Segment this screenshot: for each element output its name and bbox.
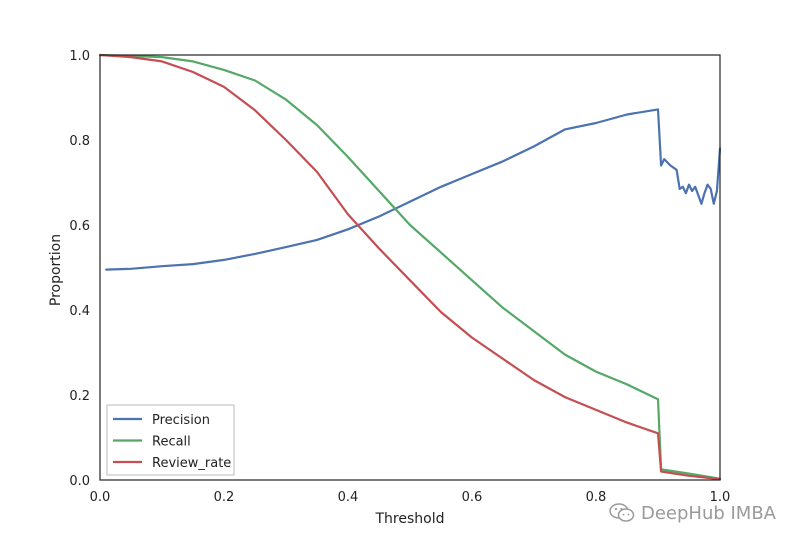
x-tick-label: 0.0 (90, 490, 111, 505)
series-layer (98, 53, 722, 481)
ticks-layer: 0.0 0.2 0.4 0.6 0.8 1.0 0.0 0.2 0.4 0.6 0.8 1.0 (69, 49, 730, 505)
series-line-precision (105, 108, 722, 271)
y-tick-label: 0.8 (69, 134, 90, 149)
legend: Precision Recall Review_rate (106, 404, 235, 476)
watermark: DeepHub IMBA (609, 502, 776, 524)
plot-frame (99, 54, 721, 481)
x-tick-label: 0.8 (586, 490, 607, 505)
y-tick-label: 0.4 (69, 304, 90, 319)
y-tick-label: 0.6 (69, 219, 90, 234)
legend-label: Review_rate (152, 456, 231, 471)
y-tick-label: 0.0 (69, 474, 90, 489)
y-tick-label: 0.2 (69, 389, 90, 404)
legend-label: Recall (152, 435, 191, 450)
x-tick-label: 0.6 (462, 490, 483, 505)
y-axis-label: Proportion (48, 234, 64, 306)
x-axis-label: Threshold (375, 511, 445, 527)
series-line-review-rate (98, 53, 722, 481)
series-line-recall (98, 53, 722, 480)
x-tick-label: 1.0 (710, 490, 731, 505)
x-tick-label: 0.2 (214, 490, 235, 505)
wechat-icon (609, 503, 635, 522)
x-tick-label: 0.4 (338, 490, 359, 505)
legend-label: Precision (152, 413, 210, 428)
watermark-text: DeepHub IMBA (640, 502, 776, 524)
y-tick-label: 1.0 (69, 49, 90, 64)
